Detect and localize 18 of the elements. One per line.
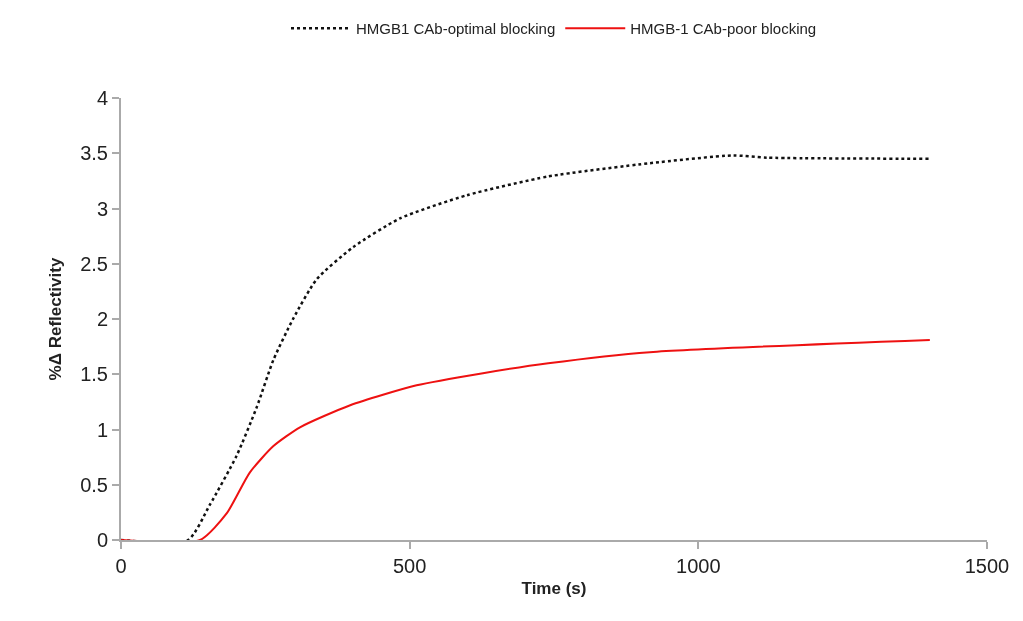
legend-label: HMGB1 CAb-optimal blocking [356,20,556,38]
y-tick-label: 0 [96,529,108,551]
y-tick-label: 3.5 [80,142,108,165]
y-tick-label: 3 [96,197,108,220]
x-axis-title: Time (s) [521,578,587,598]
line-series [121,339,931,540]
x-tick-label: 0 [115,555,127,577]
y-tick-label: 1.5 [80,363,108,386]
legend-label: HMGB-1 CAb-poor blocking [630,20,817,38]
x-tick-label: 500 [392,555,427,577]
x-tick-label: 1500 [964,555,1010,577]
y-tick-label: 2 [96,308,108,330]
y-tick-label: 4 [96,87,108,109]
y-tick-label: 2.5 [80,252,108,275]
y-tick-label: 1 [96,418,108,441]
y-axis-title: %Δ Reflectivity [46,257,66,381]
x-tick-label: 1000 [676,555,721,577]
y-tick-label: 0.5 [80,473,108,496]
